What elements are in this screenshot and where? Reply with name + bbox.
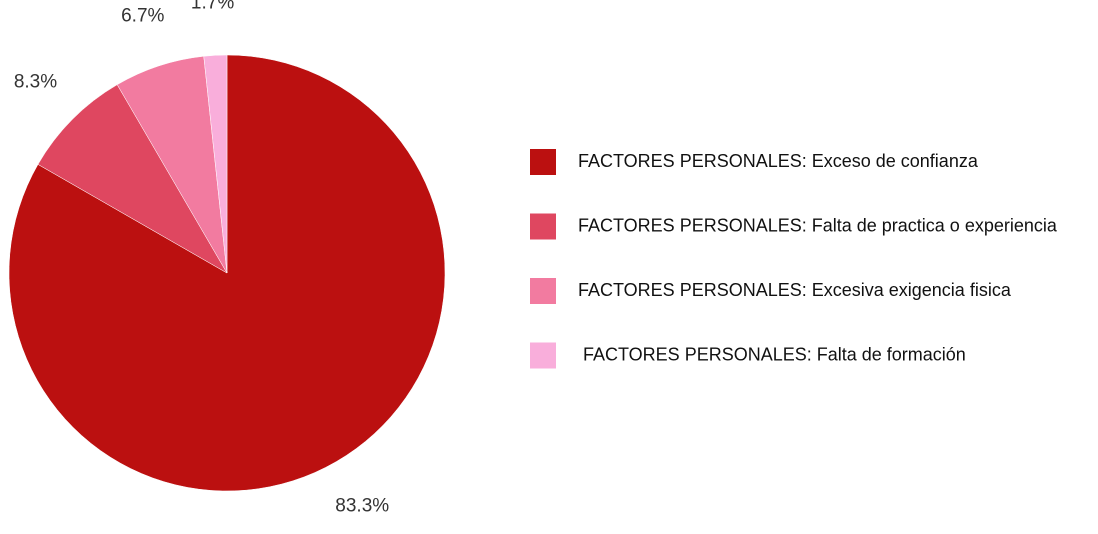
legend-swatch: [530, 213, 556, 240]
pie-slice: [37, 84, 228, 274]
value-label: 83.3%: [335, 496, 389, 517]
legend-label: FACTORES PERSONALES: Excesiva exigencia …: [578, 280, 1012, 300]
legend-swatch: [530, 342, 556, 369]
pie-slice: [203, 54, 228, 274]
value-label: 1.7%: [191, 0, 234, 13]
value-label: 8.3%: [14, 72, 57, 93]
legend-label: FACTORES PERSONALES: Falta de formación: [578, 344, 966, 364]
legend-swatch: [530, 278, 556, 304]
value-label: 6.7%: [121, 5, 164, 26]
legend-label: FACTORES PERSONALES: Exceso de confianza: [578, 151, 979, 171]
legend-label: FACTORES PERSONALES: Falta de practica o…: [578, 215, 1058, 235]
legend-swatch: [530, 149, 556, 175]
